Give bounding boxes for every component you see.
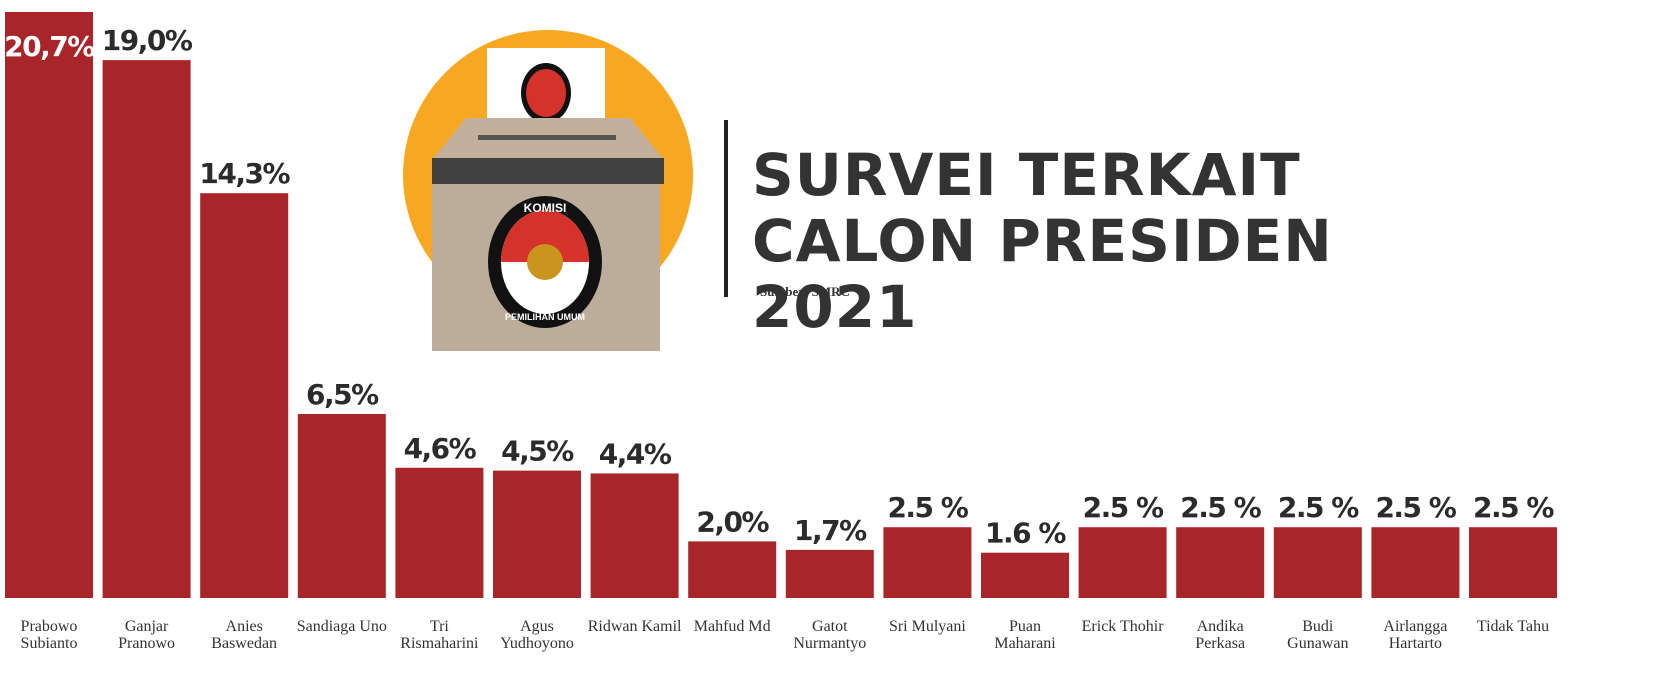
- value-label: 14,3%: [199, 157, 290, 190]
- category-label: Anies Baswedan: [211, 618, 278, 652]
- category-label: Andika Perkasa: [1195, 618, 1246, 652]
- value-label: 19,0%: [102, 24, 193, 57]
- category-label: Prabowo Subianto: [20, 618, 78, 652]
- value-label: 4,4%: [599, 437, 672, 470]
- category-label: Gatot Nurmantyo: [793, 618, 867, 652]
- bar: [297, 413, 386, 598]
- value-label: 1.6 %: [985, 517, 1066, 550]
- chart-title: SURVEI TERKAIT CALON PRESIDEN 2021: [752, 141, 1333, 341]
- value-label: 20,7%: [4, 30, 95, 63]
- logo-bottom-text: PEMILIHAN UMUM: [505, 312, 585, 322]
- bar: [5, 12, 93, 598]
- bar: [785, 549, 874, 598]
- bar: [688, 541, 777, 598]
- category-label: Puan Maharani: [994, 618, 1056, 652]
- bar: [590, 473, 679, 598]
- chart-subtitle: Sumber: SMRC: [760, 284, 850, 299]
- category-label: Agus Yudhoyono: [500, 618, 574, 652]
- value-label: 4,5%: [501, 435, 574, 468]
- bar: [1176, 527, 1265, 598]
- value-label: 2.5 %: [887, 491, 968, 524]
- ballot-illustration: KOMISI PEMILIHAN UMUM: [403, 30, 693, 351]
- small-logo-red: [526, 69, 566, 117]
- category-label: Ridwan Kamil: [587, 618, 682, 635]
- bar: [1371, 527, 1460, 598]
- bar: [102, 60, 191, 598]
- logo-red: [501, 210, 589, 262]
- value-label: 2.5 %: [1083, 491, 1164, 524]
- value-label: 2.5 %: [1180, 491, 1261, 524]
- value-label: 1,7%: [794, 514, 867, 547]
- bar: [395, 467, 484, 598]
- value-label: 4,6%: [404, 432, 477, 465]
- value-label: 2.5 %: [1278, 491, 1359, 524]
- value-label: 2.5 %: [1473, 491, 1554, 524]
- category-label: Tidak Tahu: [1476, 618, 1550, 635]
- box-lid: [432, 158, 664, 184]
- category-label: Budi Gunawan: [1287, 618, 1349, 652]
- bar: [493, 470, 581, 598]
- category-label: Mahfud Md: [693, 618, 771, 635]
- value-label: 6,5%: [306, 378, 379, 411]
- divider: [724, 120, 728, 297]
- category-label: Airlangga Hartarto: [1383, 618, 1448, 652]
- category-label: Erick Thohir: [1081, 618, 1164, 635]
- bar: [883, 527, 972, 598]
- slot: [478, 135, 616, 140]
- logo-top-text: KOMISI: [524, 201, 567, 215]
- category-label: Sri Mulyani: [888, 618, 966, 635]
- bar: [1078, 527, 1167, 598]
- value-label: 2.5 %: [1375, 491, 1456, 524]
- bar: [1273, 527, 1362, 598]
- bar: [200, 193, 289, 598]
- bar: [1469, 527, 1557, 598]
- garuda: [527, 244, 563, 280]
- category-label: Ganjar Pranowo: [118, 618, 176, 652]
- category-label: Sandiaga Uno: [296, 618, 387, 635]
- value-label: 2,0%: [696, 505, 769, 538]
- category-label: Tri Rismaharini: [400, 618, 479, 652]
- bar: [981, 552, 1069, 598]
